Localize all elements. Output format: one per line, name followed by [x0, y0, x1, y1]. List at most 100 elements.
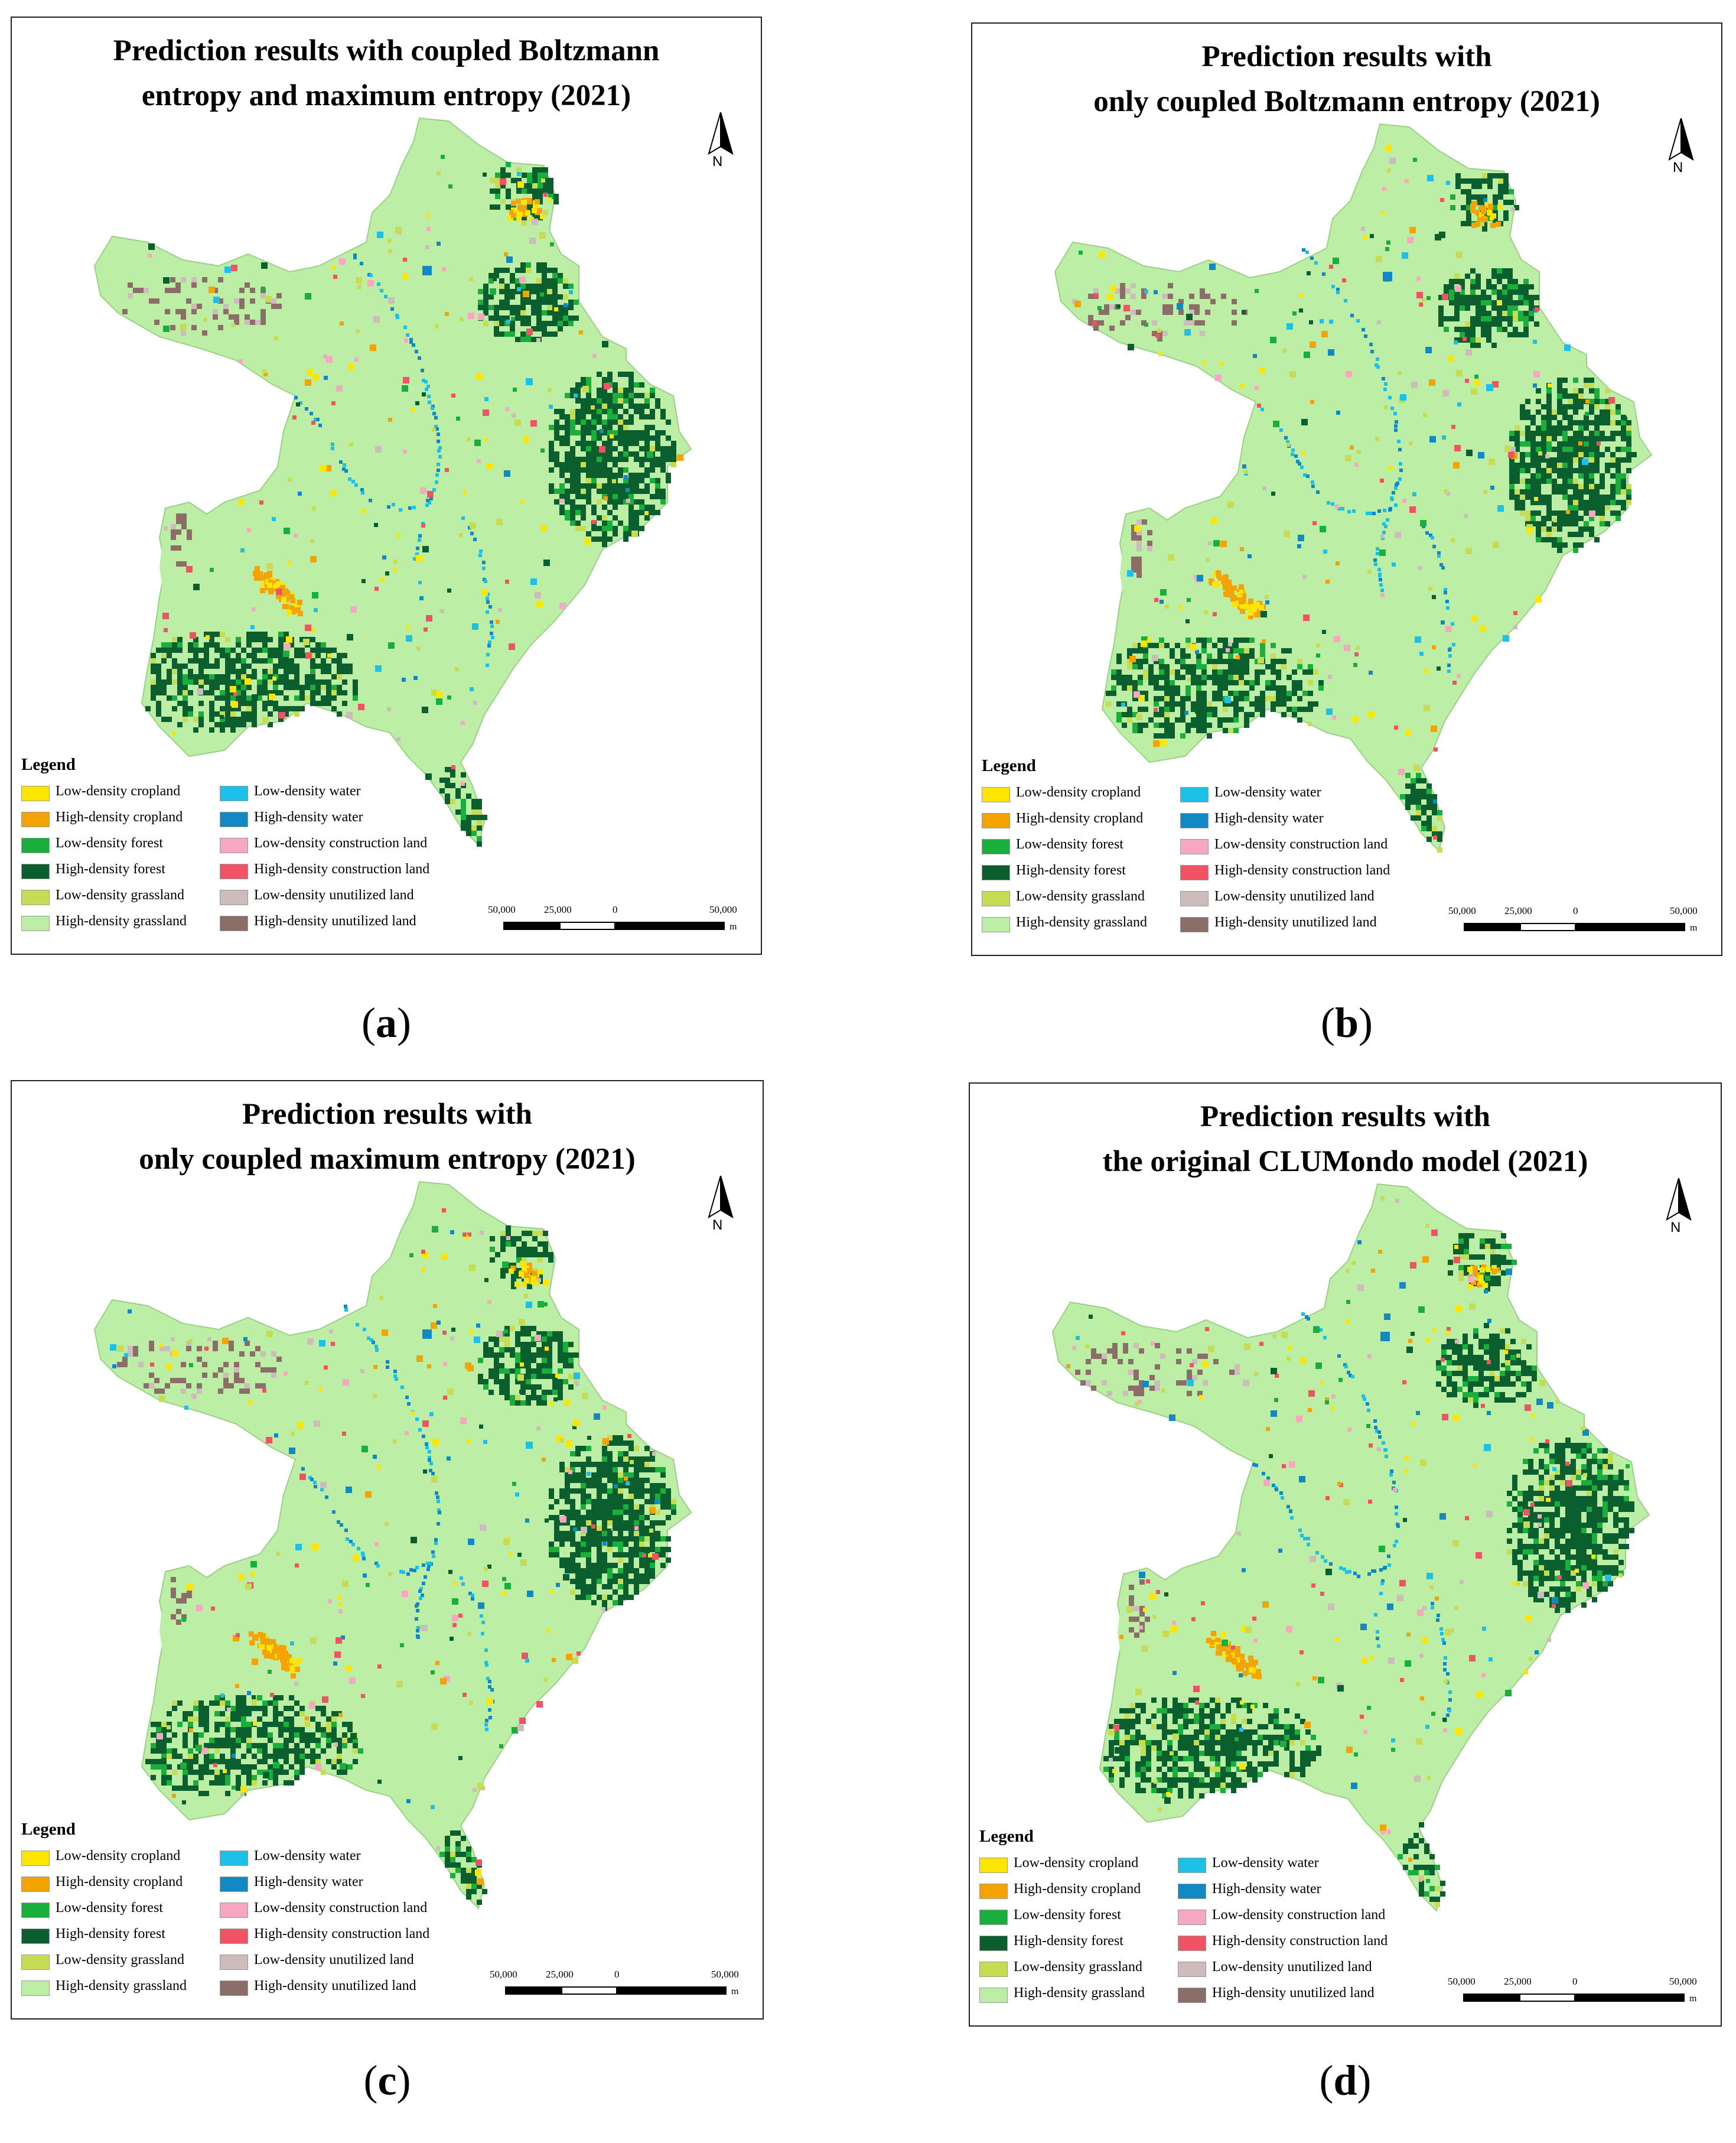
- legend-swatch: [220, 890, 248, 905]
- land-use-cells: [1066, 1196, 1634, 1907]
- scale-segment: [1464, 923, 1520, 931]
- legend-label: High-density construction land: [1214, 863, 1390, 878]
- panel-title-line: Prediction results with coupled Boltzman…: [113, 34, 660, 67]
- panel-title-line: only coupled Boltzmann entropy (2021): [1093, 85, 1600, 118]
- legend-label: High-density water: [1212, 1881, 1321, 1897]
- scale-segment: [1519, 1994, 1575, 2002]
- panel-label: (d): [1319, 2057, 1372, 2104]
- legend-swatch: [220, 1955, 248, 1970]
- legend-swatch: [220, 1981, 248, 1996]
- legend-swatch: [1180, 917, 1209, 932]
- scale-tick-label: 25,000: [1504, 1976, 1532, 1987]
- scale-unit: m: [1689, 1994, 1697, 2004]
- scale-tick-label: 0: [1573, 905, 1578, 916]
- scale-tick-label: 50,000: [488, 904, 516, 915]
- land-use-cells: [110, 1208, 676, 1905]
- land-use-map: [93, 117, 692, 847]
- map-panel-c: Prediction results with only coupled maxi…: [11, 1080, 764, 2020]
- legend-swatch: [1180, 891, 1209, 906]
- scale-tick-label: 0: [1572, 1976, 1578, 1987]
- legend-swatch: [982, 891, 1010, 906]
- scale-segment: [559, 922, 615, 930]
- scale-segment: [1520, 923, 1576, 931]
- north-arrow-icon: N: [703, 1175, 738, 1233]
- legend-label: Low-density grassland: [1014, 1959, 1142, 1975]
- legend-label: Low-density forest: [56, 835, 163, 851]
- scale-tick-label: 0: [613, 904, 618, 915]
- legend-label: Low-density construction land: [1214, 837, 1388, 852]
- legend-label: Low-density cropland: [1014, 1855, 1139, 1871]
- legend-swatch: [1178, 1936, 1206, 1951]
- scale-tick-label: 25,000: [546, 1969, 574, 1980]
- legend-label: High-density cropland: [56, 1874, 183, 1890]
- panel-letter: d: [1333, 2057, 1357, 2104]
- legend-label: High-density grassland: [56, 913, 187, 929]
- scale-tick-label: 25,000: [1504, 905, 1532, 916]
- legend-swatch: [220, 1903, 248, 1918]
- panel-title-line: Prediction results with: [242, 1098, 533, 1131]
- scale-tick-label: 25,000: [544, 904, 572, 915]
- legend-label: High-density water: [254, 1874, 363, 1890]
- scale-segment: [561, 1986, 617, 1995]
- scale-bar: 50,000 25,000 0 50,000 m: [488, 904, 737, 934]
- legend-label: Low-density construction land: [1212, 1907, 1386, 1923]
- legend-label: High-density water: [1214, 811, 1324, 826]
- legend-label: High-density grassland: [1016, 915, 1147, 930]
- scale-segment: [615, 922, 725, 930]
- legend-label: Low-density construction land: [254, 1900, 428, 1916]
- legend-label: Low-density water: [1212, 1855, 1319, 1871]
- legend-label: Low-density grassland: [56, 1952, 184, 1968]
- legend-label: High-density unutilized land: [1214, 915, 1377, 930]
- scale-segment: [505, 1986, 561, 1995]
- legend-label: Low-density water: [254, 783, 361, 799]
- legend-swatch: [21, 864, 50, 879]
- north-arrow-icon: N: [1663, 118, 1699, 175]
- legend-title: Legend: [982, 756, 1036, 775]
- legend-swatch: [1180, 813, 1209, 828]
- legend-swatch: [21, 838, 50, 853]
- panel-label: (b): [1320, 999, 1373, 1046]
- land-use-map: [1051, 1183, 1650, 1912]
- map-panel-d: Prediction results with the original CLUM…: [969, 1082, 1722, 2027]
- legend-label: Low-density unutilized land: [1212, 1959, 1372, 1975]
- legend-label: High-density unutilized land: [1212, 1985, 1375, 2001]
- legend-label: Low-density cropland: [1016, 785, 1141, 800]
- legend-label: High-density cropland: [1014, 1881, 1141, 1897]
- panel-letter: b: [1334, 999, 1359, 1046]
- panel-title-line: Prediction results with: [1201, 40, 1492, 73]
- scale-tick-label: 50,000: [1448, 1976, 1476, 1987]
- legend-swatch: [21, 1929, 50, 1944]
- land-use-map: [93, 1181, 692, 1910]
- legend-swatch: [21, 1851, 50, 1866]
- panel-label: (a): [361, 999, 411, 1046]
- legend-title: Legend: [21, 755, 76, 774]
- north-label: N: [712, 154, 723, 170]
- panel-label: (c): [363, 2057, 411, 2104]
- land-use-cells: [1072, 145, 1637, 853]
- legend-swatch: [979, 1884, 1008, 1899]
- scale-segment: [503, 922, 559, 930]
- legend-swatch: [1178, 1910, 1206, 1925]
- panel-letter: a: [376, 999, 397, 1046]
- scale-tick-label: 50,000: [1670, 905, 1698, 916]
- panel-title-line: the original CLUMondo model (2021): [1102, 1145, 1588, 1178]
- legend-swatch: [979, 1962, 1008, 1977]
- scale-segment: [617, 1986, 727, 1995]
- legend-label: Low-density unutilized land: [254, 887, 414, 903]
- scale-unit: m: [1690, 923, 1698, 933]
- legend-label: High-density grassland: [56, 1978, 187, 1994]
- scale-unit: m: [729, 922, 737, 932]
- legend-swatch: [982, 787, 1010, 802]
- legend-swatch: [220, 1929, 248, 1944]
- north-arrow-icon: N: [1661, 1178, 1696, 1235]
- land-use-cells: [122, 155, 683, 847]
- legend-swatch: [982, 813, 1010, 828]
- legend-swatch: [21, 1981, 50, 1996]
- north-label: N: [712, 1217, 723, 1233]
- legend-label: Low-density cropland: [56, 1848, 181, 1864]
- legend-label: High-density cropland: [1016, 811, 1144, 826]
- legend-swatch: [220, 916, 248, 931]
- scale-bar: 50,000 25,000 0 50,000 m: [1448, 1976, 1697, 2005]
- legend-label: Low-density water: [254, 1848, 361, 1864]
- scale-tick-label: 50,000: [1669, 1976, 1697, 1987]
